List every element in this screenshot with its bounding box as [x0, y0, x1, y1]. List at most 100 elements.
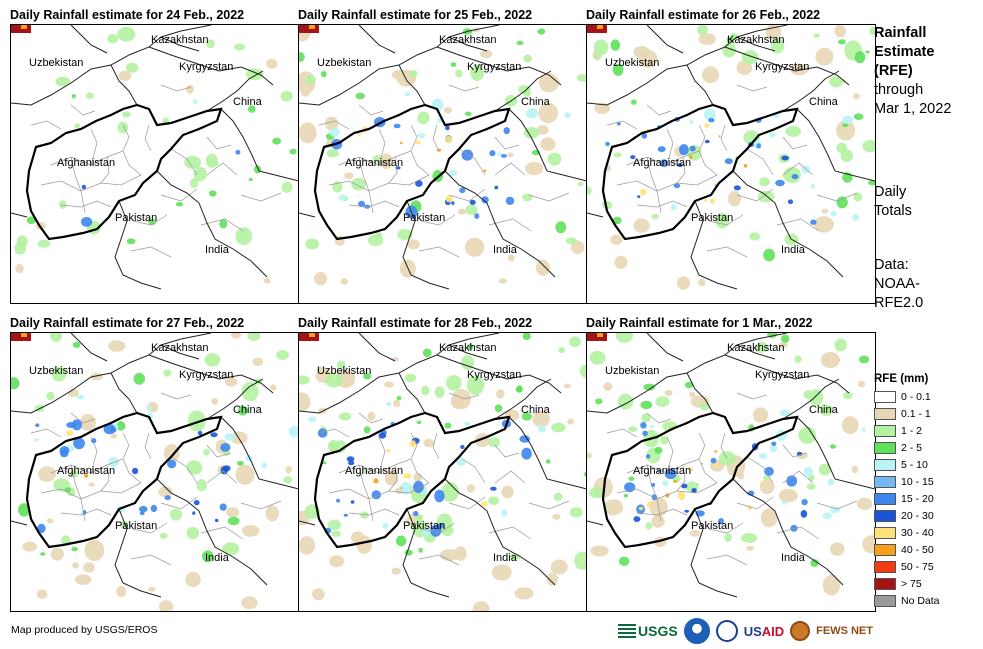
country-label-china: China: [233, 404, 263, 416]
rfe-title-line: (RFE): [874, 63, 913, 79]
country-label-kyrgyzstan: Kyrgyzstan: [755, 61, 809, 73]
legend-item: 0 - 0.1: [874, 388, 940, 405]
country-label-afghanistan: Afghanistan: [345, 157, 403, 169]
totals-line: Totals: [874, 203, 912, 219]
admin-boundaries: [30, 84, 282, 258]
admin-boundaries: [606, 392, 858, 566]
country-label-india: India: [493, 244, 518, 256]
legend-swatch: [874, 424, 896, 437]
rainfall-map: Kazakhstan Uzbekistan Kyrgyzstan China Afgha…: [298, 332, 588, 612]
country-label-uzbekistan: Uzbekistan: [605, 365, 659, 377]
country-label-pakistan: Pakistan: [115, 520, 157, 532]
panel-title: Daily Rainfall estimate for 26 Feb., 202…: [586, 8, 821, 22]
legend-label: 50 - 75: [901, 560, 934, 573]
country-label-india: India: [493, 552, 518, 564]
panel-title: Daily Rainfall estimate for 28 Feb., 202…: [298, 316, 533, 330]
legend-item: 1 - 2: [874, 422, 940, 439]
legend-swatch: [874, 441, 896, 454]
data-line: NOAA-: [874, 276, 920, 292]
afghanistan-border: [601, 103, 799, 241]
legend-item: 15 - 20: [874, 490, 940, 507]
country-label-afghanistan: Afghanistan: [57, 157, 115, 169]
country-label-kyrgyzstan: Kyrgyzstan: [179, 369, 233, 381]
legend-swatch: [874, 577, 896, 590]
country-boundaries: [11, 333, 299, 598]
rainfall-field: [11, 25, 297, 284]
country-label-pakistan: Pakistan: [403, 520, 445, 532]
afghanistan-border: [601, 411, 799, 549]
country-label-pakistan: Pakistan: [691, 520, 733, 532]
country-boundaries: [299, 25, 587, 290]
through-line: through: [874, 82, 924, 98]
legend-swatch: [874, 407, 896, 420]
map-panel-25-feb: Daily Rainfall estimate for 25 Feb., 202…: [298, 8, 588, 315]
country-label-kazakhstan: Kazakhstan: [439, 342, 496, 354]
legend-label: 2 - 5: [901, 441, 923, 454]
country-label-china: China: [521, 96, 551, 108]
map-panel-24-feb: Daily Rainfall estimate for 24 Feb., 202…: [10, 8, 300, 315]
panel-title: Daily Rainfall estimate for 27 Feb., 202…: [10, 316, 245, 330]
legend-item: No Data: [874, 592, 940, 609]
panel-title: Daily Rainfall estimate for 25 Feb., 202…: [298, 8, 533, 22]
country-label-kazakhstan: Kazakhstan: [727, 34, 784, 46]
admin-boundaries: [318, 84, 570, 258]
legend-item: 0.1 - 1: [874, 405, 940, 422]
country-label-uzbekistan: Uzbekistan: [317, 365, 371, 377]
legend-title: RFE (mm): [874, 373, 929, 385]
rfe-heading: Rainfall Estimate (RFE) through Mar 1, 2…: [874, 24, 951, 119]
country-label-pakistan: Pakistan: [403, 212, 445, 224]
daily-totals-note: Daily Totals: [874, 183, 912, 221]
afghanistan-border: [25, 411, 223, 549]
legend-swatch: [874, 526, 896, 539]
country-label-uzbekistan: Uzbekistan: [605, 57, 659, 69]
country-label-kazakhstan: Kazakhstan: [727, 342, 784, 354]
daily-line: Daily: [874, 184, 907, 200]
map-panel-26-feb: Daily Rainfall estimate for 26 Feb., 202…: [586, 8, 876, 315]
country-label-afghanistan: Afghanistan: [57, 465, 115, 477]
country-label-afghanistan: Afghanistan: [345, 465, 403, 477]
rainfall-map: Kazakhstan Uzbekistan Kyrgyzstan China Afgha…: [10, 24, 300, 304]
country-label-pakistan: Pakistan: [115, 212, 157, 224]
legend-item: 50 - 75: [874, 558, 940, 575]
legend-item: > 75: [874, 575, 940, 592]
legend-label: 5 - 10: [901, 458, 928, 471]
legend-swatch: [874, 594, 896, 607]
legend-label: > 75: [901, 577, 922, 590]
rainfall-map: Kazakhstan Uzbekistan Kyrgyzstan China Afgha…: [586, 24, 876, 304]
country-label-china: China: [521, 404, 551, 416]
country-boundaries: [11, 25, 299, 290]
data-source-note: Data: NOAA- RFE2.0: [874, 256, 923, 313]
admin-boundaries: [30, 392, 282, 566]
country-label-uzbekistan: Uzbekistan: [29, 365, 83, 377]
rfe-title-line: Estimate: [874, 44, 935, 60]
legend-label: 40 - 50: [901, 543, 934, 556]
admin-boundaries: [318, 392, 570, 566]
country-label-kazakhstan: Kazakhstan: [439, 34, 496, 46]
country-label-india: India: [781, 244, 806, 256]
afghanistan-border: [313, 103, 511, 241]
admin-boundaries: [606, 84, 858, 258]
legend-label: 15 - 20: [901, 492, 934, 505]
rainfall-field: [299, 25, 587, 286]
legend-item: 30 - 40: [874, 524, 940, 541]
rainfall-map: Kazakhstan Uzbekistan Kyrgyzstan China Afgha…: [298, 24, 588, 304]
country-label-pakistan: Pakistan: [691, 212, 733, 224]
afghanistan-border: [313, 411, 511, 549]
usaid-seal-icon: [715, 620, 738, 642]
country-boundaries: [587, 333, 875, 598]
legend-swatch: [874, 475, 896, 488]
legend-item: 2 - 5: [874, 439, 940, 456]
rfe-title-line: Rainfall: [874, 25, 927, 41]
usaid-logo: USAID: [743, 623, 785, 639]
legend-swatch: [874, 458, 896, 471]
legend-item: 40 - 50: [874, 541, 940, 558]
country-label-kyrgyzstan: Kyrgyzstan: [755, 369, 809, 381]
panel-title: Daily Rainfall estimate for 24 Feb., 202…: [10, 8, 245, 22]
country-label-afghanistan: Afghanistan: [633, 157, 691, 169]
rainfall-field: [299, 333, 587, 611]
data-line: Data:: [874, 257, 909, 273]
fews-net-logo: FEWS NET: [816, 625, 873, 637]
country-label-uzbekistan: Uzbekistan: [317, 57, 371, 69]
legend-label: 1 - 2: [901, 424, 923, 437]
rainfall-map: Kazakhstan Uzbekistan Kyrgyzstan China Afgha…: [10, 332, 300, 612]
